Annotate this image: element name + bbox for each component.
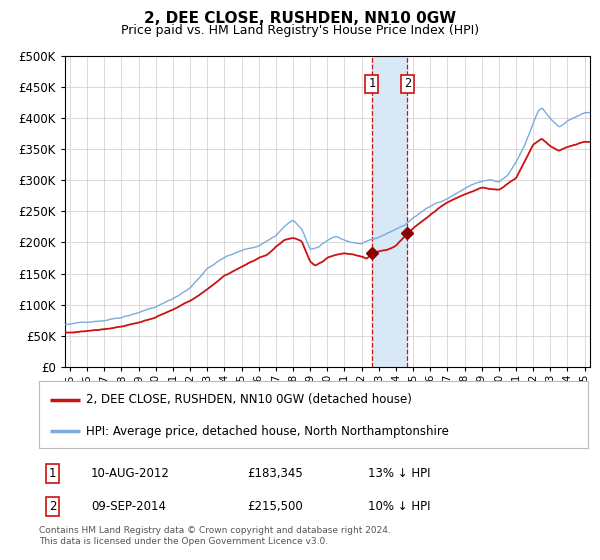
Text: 13% ↓ HPI: 13% ↓ HPI xyxy=(368,466,431,480)
Text: 2, DEE CLOSE, RUSHDEN, NN10 0GW: 2, DEE CLOSE, RUSHDEN, NN10 0GW xyxy=(144,11,456,26)
Text: 2, DEE CLOSE, RUSHDEN, NN10 0GW (detached house): 2, DEE CLOSE, RUSHDEN, NN10 0GW (detache… xyxy=(86,393,412,406)
Text: 10-AUG-2012: 10-AUG-2012 xyxy=(91,466,170,480)
Text: 09-SEP-2014: 09-SEP-2014 xyxy=(91,500,166,512)
Text: 1: 1 xyxy=(368,77,376,91)
Text: Contains HM Land Registry data © Crown copyright and database right 2024.
This d: Contains HM Land Registry data © Crown c… xyxy=(39,526,391,546)
Text: £183,345: £183,345 xyxy=(248,466,304,480)
Bar xyxy=(372,56,407,367)
Text: Price paid vs. HM Land Registry's House Price Index (HPI): Price paid vs. HM Land Registry's House … xyxy=(121,24,479,36)
Text: 10% ↓ HPI: 10% ↓ HPI xyxy=(368,500,431,512)
Text: HPI: Average price, detached house, North Northamptonshire: HPI: Average price, detached house, Nort… xyxy=(86,424,449,438)
Text: £215,500: £215,500 xyxy=(248,500,304,512)
Text: 2: 2 xyxy=(49,500,56,512)
Text: 2: 2 xyxy=(404,77,411,91)
Text: 1: 1 xyxy=(49,466,56,480)
